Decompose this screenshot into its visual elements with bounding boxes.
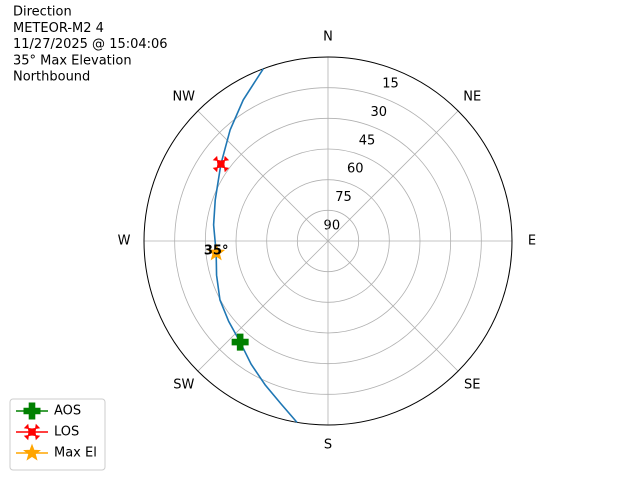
theta-tick-label: NW bbox=[172, 89, 195, 104]
legend-label: AOS bbox=[54, 404, 81, 419]
r-tick-label: 75 bbox=[335, 190, 352, 205]
title-line: METEOR-M2 4 bbox=[13, 21, 104, 36]
grid-spoke bbox=[327, 240, 459, 372]
marker-plus bbox=[23, 402, 41, 420]
r-tick-label: 15 bbox=[382, 77, 399, 92]
marker-x bbox=[212, 155, 230, 173]
title-line: 35° Max Elevation bbox=[13, 53, 132, 68]
grid-spoke bbox=[197, 110, 329, 242]
marker-star bbox=[23, 443, 41, 461]
r-tick-label: 30 bbox=[370, 105, 387, 120]
polar-frame bbox=[143, 56, 513, 426]
marker-plus bbox=[231, 333, 249, 351]
legend-label: LOS bbox=[54, 425, 79, 440]
title-line: Direction bbox=[13, 5, 72, 20]
theta-tick-label: SW bbox=[173, 378, 194, 393]
annotation: 35° bbox=[204, 243, 229, 258]
theta-tick-label: N bbox=[323, 30, 333, 45]
legend-label: Max El bbox=[54, 446, 97, 461]
theta-tick-label: SE bbox=[464, 378, 480, 393]
r-tick-label: 45 bbox=[359, 133, 376, 148]
marker-star bbox=[207, 243, 226, 261]
r-tick-label: 60 bbox=[347, 162, 364, 177]
grid-spoke bbox=[197, 240, 329, 372]
title-line: Northbound bbox=[13, 70, 90, 85]
title-line: 11/27/2025 @ 15:04:06 bbox=[13, 37, 168, 52]
theta-tick-label: E bbox=[528, 234, 536, 249]
grid-spoke bbox=[327, 110, 459, 242]
theta-tick-label: S bbox=[324, 438, 332, 453]
theta-tick-label: NE bbox=[463, 89, 481, 104]
legend: AOS LOS Max El bbox=[9, 398, 106, 471]
theta-tick-label: W bbox=[118, 234, 131, 249]
marker-x bbox=[23, 423, 41, 441]
track-line bbox=[212, 68, 298, 423]
